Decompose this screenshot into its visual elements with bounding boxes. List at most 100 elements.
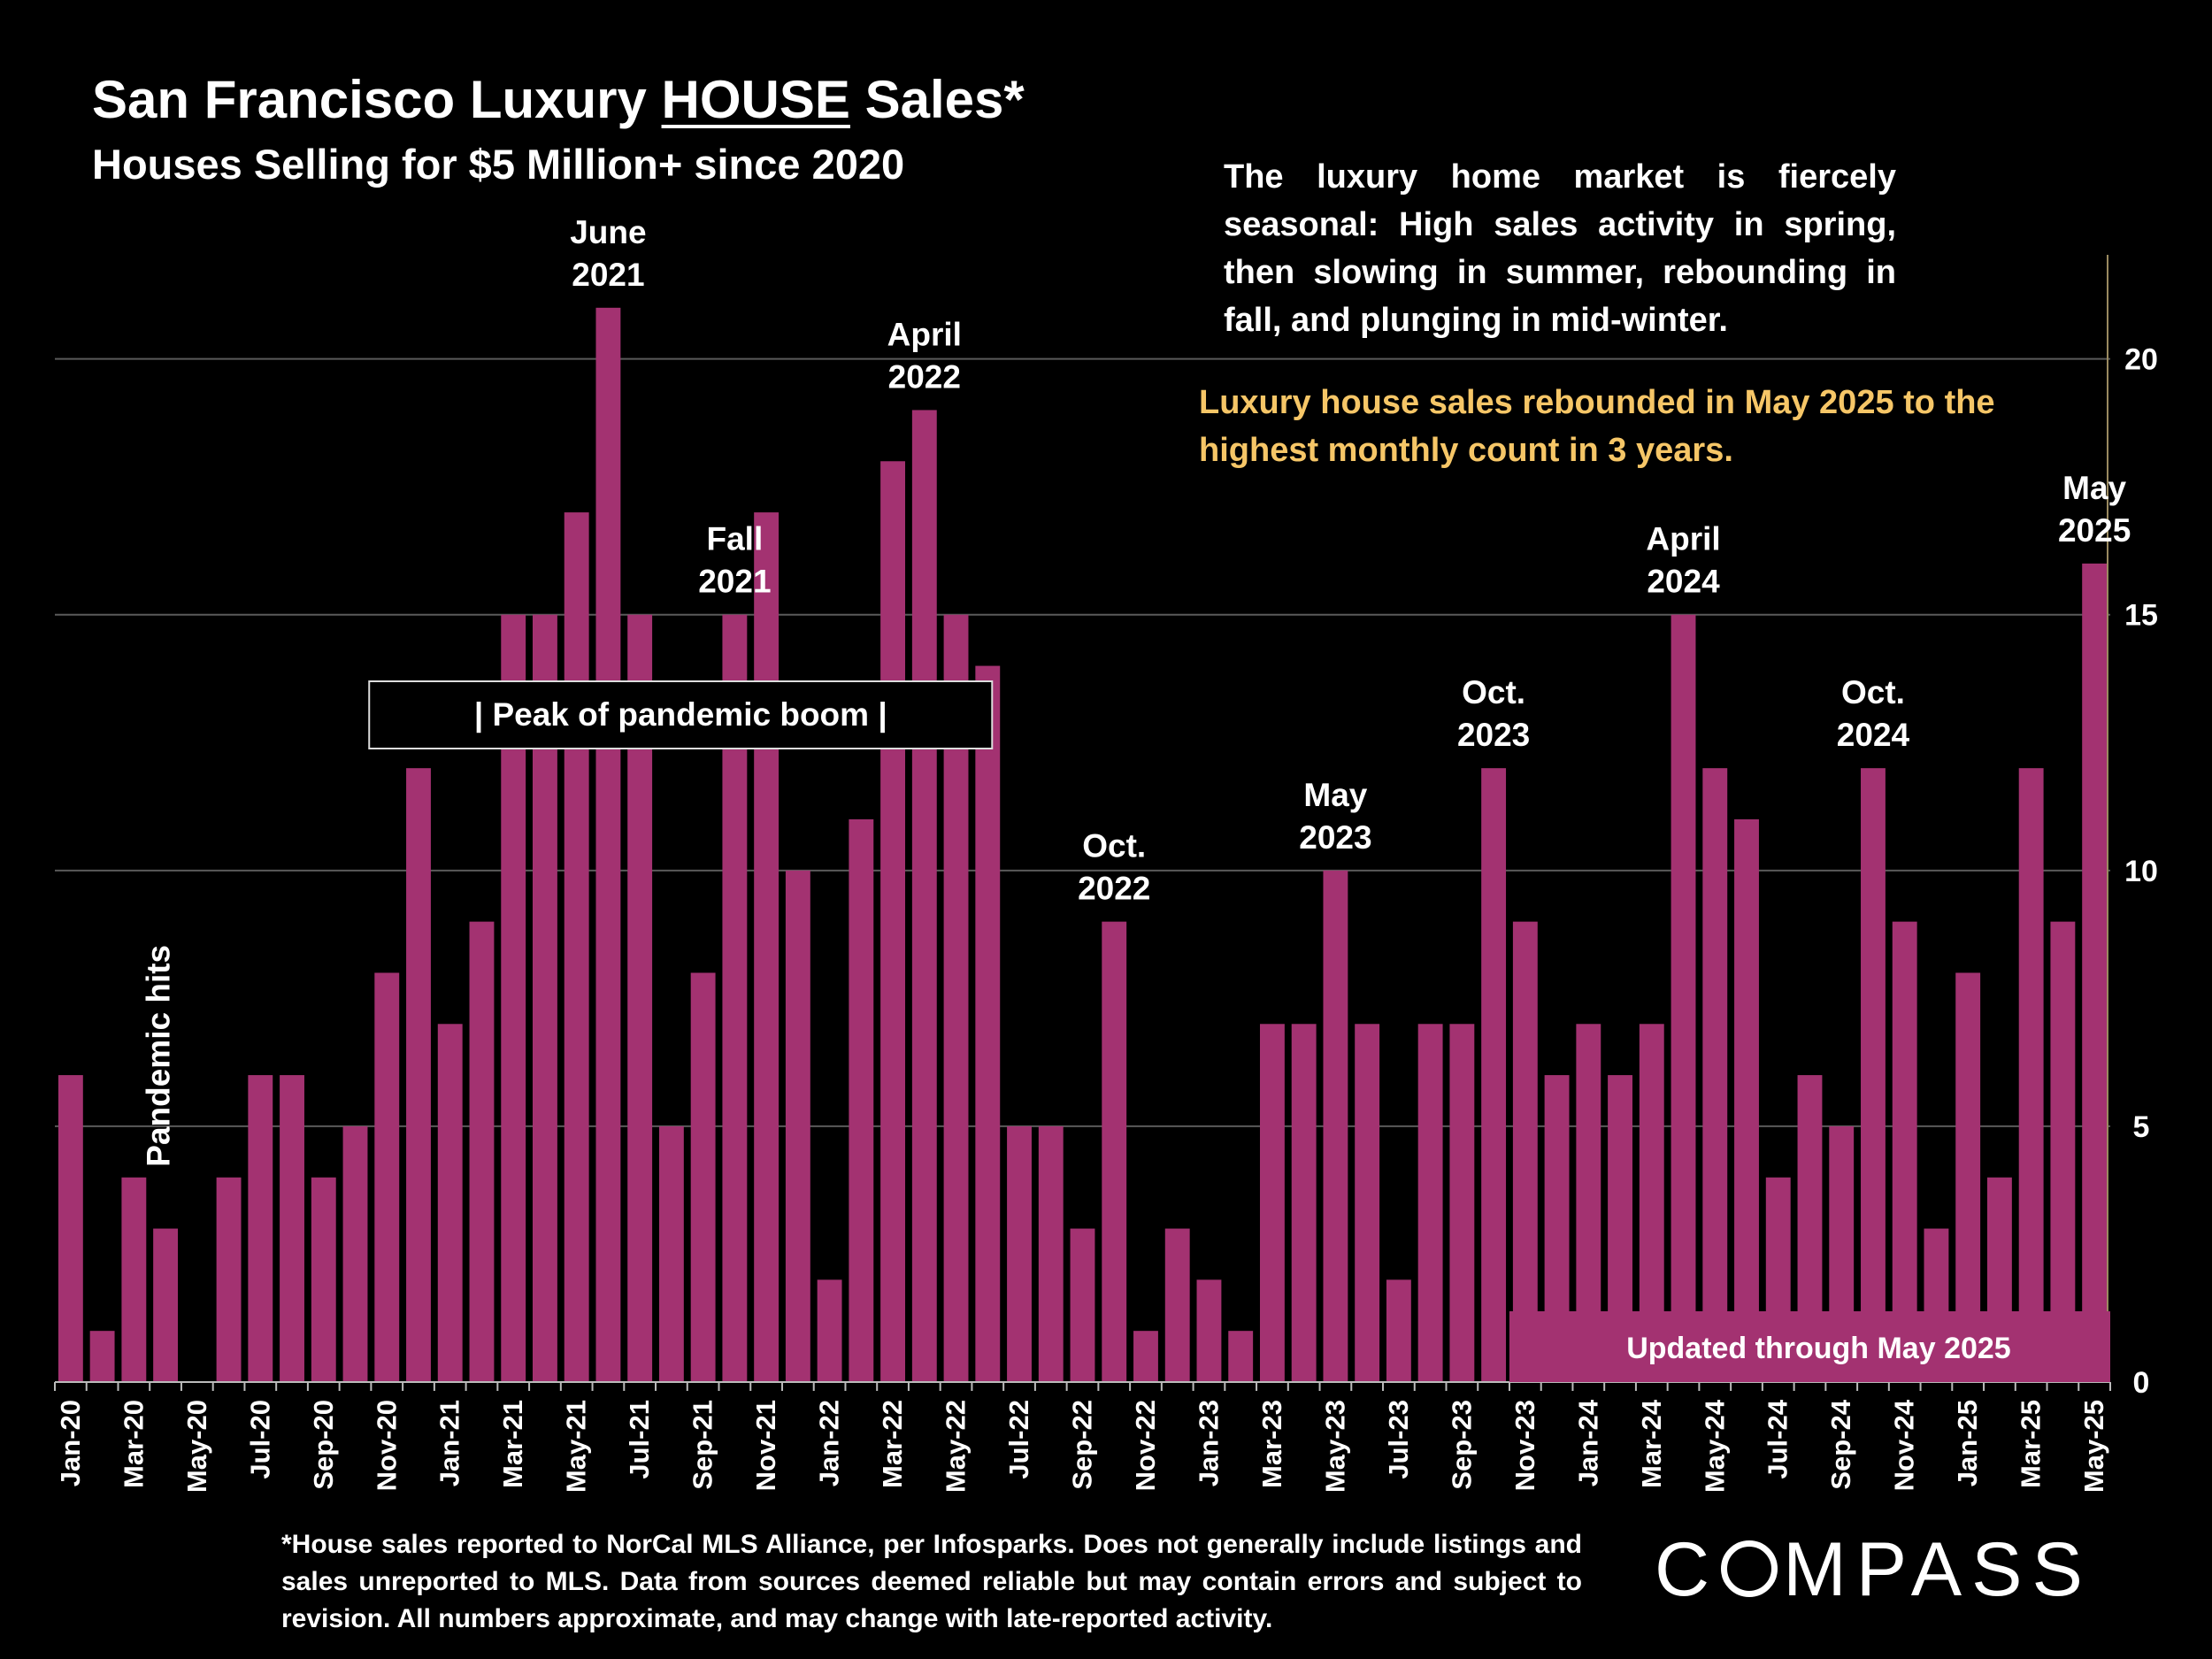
- x-tick-label: Mar-22: [877, 1400, 908, 1488]
- commentary-text: The luxury home market is fiercely seaso…: [1224, 158, 1896, 339]
- x-tick-label: Nov-21: [750, 1400, 781, 1491]
- x-tick-label: May-20: [181, 1400, 212, 1493]
- bar-Jan-22: [817, 1279, 842, 1382]
- bar-Sep-22: [1070, 1228, 1095, 1382]
- x-tick-label: May-23: [1319, 1400, 1350, 1493]
- x-tick-label: Jan-23: [1193, 1400, 1224, 1486]
- bar-Jun-23: [1355, 1024, 1380, 1382]
- bar-Mar-22: [880, 461, 906, 1382]
- y-tick-label: 10: [2124, 855, 2158, 888]
- x-tick-label: Jan-22: [814, 1400, 845, 1486]
- bar-Feb-20: [89, 1331, 115, 1382]
- bar-Oct-20: [342, 1125, 368, 1382]
- x-tick-label: Mar-20: [118, 1400, 149, 1488]
- bar-May-24: [1702, 768, 1728, 1382]
- x-tick-label: Sep-20: [308, 1400, 339, 1490]
- logo-text-start: C: [1655, 1527, 1720, 1612]
- x-tick-label: Sep-23: [1446, 1400, 1477, 1490]
- x-tick-label: Jan-24: [1572, 1399, 1603, 1486]
- annotation-June-2021: June 2021: [570, 214, 646, 293]
- title-emphasis: HOUSE: [661, 70, 850, 129]
- x-tick-label: May-22: [941, 1400, 972, 1493]
- bar-Mar-25: [2018, 768, 2044, 1382]
- highlight-text: Luxury house sales rebounded in May 2025…: [1199, 384, 1995, 469]
- bar-Aug-23: [1417, 1024, 1443, 1382]
- x-tick-label: Jul-22: [1003, 1400, 1034, 1479]
- bar-Jun-21: [595, 307, 621, 1383]
- peak-box: [368, 680, 994, 749]
- bar-Oct-24: [1861, 768, 1886, 1382]
- x-tick-label: Jul-23: [1383, 1400, 1414, 1479]
- pandemic-hits-label: Pandemic hits: [140, 945, 176, 1167]
- updated-banner: [1509, 1311, 2110, 1382]
- bar-Apr-24: [1671, 614, 1696, 1382]
- x-tick-label: Nov-23: [1509, 1400, 1540, 1491]
- bar-Aug-21: [658, 1125, 684, 1382]
- bar-Jun-24: [1734, 819, 1759, 1382]
- bar-Oct-23: [1481, 768, 1507, 1382]
- bar-Feb-22: [849, 819, 874, 1382]
- bar-Jul-20: [248, 1075, 273, 1382]
- bar-May-25: [2082, 563, 2108, 1382]
- x-tick-label: Mar-25: [2016, 1400, 2047, 1488]
- axes: 0 5 10 15 20 Jan-20 Mar-20 May-20 Jul-20 Sep-20 No…: [54, 255, 2158, 1493]
- annotation-May-2025: May 2025: [2058, 470, 2131, 549]
- title-suffix: Sales*: [849, 70, 1025, 129]
- x-tick-label: Nov-20: [371, 1400, 402, 1491]
- logo-o-circle-icon: [1721, 1540, 1778, 1597]
- annotations: June 2021 Fall 2021 April 2022 Oct. 2022 May 2023…: [140, 214, 2131, 1382]
- annotation-April-2024: April 2024: [1646, 521, 1720, 600]
- x-tick-label: Jul-21: [624, 1400, 655, 1479]
- bar-Nov-20: [374, 972, 400, 1382]
- y-tick-label: 0: [2133, 1366, 2150, 1400]
- bar-Nov-23: [1512, 921, 1538, 1382]
- annotation-Oct.-2024: Oct. 2024: [1837, 674, 1910, 753]
- annotation-May-2023: May 2023: [1299, 777, 1371, 856]
- x-tick-label: Jul-24: [1763, 1399, 1793, 1479]
- x-tick-label: Mar-21: [497, 1400, 528, 1488]
- compass-logo: C MPASS: [1655, 1526, 2093, 1614]
- bar-Apr-20: [153, 1228, 179, 1382]
- bar-Oct-22: [1102, 921, 1127, 1382]
- x-tick-label: Sep-24: [1825, 1399, 1856, 1489]
- bar-Jul-23: [1386, 1279, 1411, 1382]
- x-tick-label: Jan-25: [1952, 1400, 1983, 1486]
- x-tick-label: Jul-20: [244, 1400, 275, 1479]
- bar-Apr-22: [911, 410, 937, 1382]
- x-tick-label: Sep-21: [687, 1400, 718, 1490]
- bar-Sep-21: [690, 972, 716, 1382]
- bar-Mar-23: [1259, 1024, 1285, 1382]
- x-tick-label: May-25: [2078, 1400, 2109, 1493]
- bar-Sep-23: [1449, 1024, 1475, 1382]
- bar-Feb-21: [469, 921, 495, 1382]
- x-tick-label: Jan-20: [55, 1400, 86, 1486]
- x-tick-label: Nov-22: [1130, 1400, 1161, 1491]
- logo-text-end: MPASS: [1783, 1527, 2093, 1612]
- bar-Mar-20: [121, 1177, 147, 1382]
- x-tick-label: Sep-22: [1067, 1400, 1098, 1490]
- chart-title: San Francisco Luxury HOUSE Sales*: [92, 69, 1025, 130]
- chart-subtitle: Houses Selling for $5 Million+ since 202…: [92, 141, 905, 188]
- bar-Dec-20: [406, 768, 431, 1382]
- annotation-Oct.-2023: Oct. 2023: [1457, 674, 1530, 753]
- title-prefix: San Francisco Luxury: [92, 70, 662, 129]
- x-tick-label: Jan-21: [434, 1400, 465, 1486]
- bar-Nov-24: [1892, 921, 1917, 1382]
- peak-label: | Peak of pandemic boom |: [474, 696, 887, 733]
- annotation-Oct.-2022: Oct. 2022: [1078, 828, 1150, 907]
- y-tick-label: 5: [2133, 1110, 2150, 1144]
- bar-Aug-22: [1038, 1125, 1064, 1382]
- bar-Jun-20: [216, 1177, 242, 1382]
- bar-Jan-23: [1196, 1279, 1222, 1382]
- footnote: *House sales reported to NorCal MLS Alli…: [281, 1530, 1582, 1633]
- y-tick-label: 20: [2124, 343, 2158, 377]
- updated-label: Updated through May 2025: [1626, 1332, 2011, 1365]
- bar-Nov-21: [754, 512, 780, 1382]
- bar-Apr-25: [2050, 921, 2076, 1382]
- bar-Nov-22: [1133, 1331, 1158, 1382]
- x-tick-label: Nov-24: [1889, 1399, 1920, 1491]
- bar-Jan-20: [58, 1075, 83, 1382]
- x-tick-label: May-24: [1699, 1399, 1730, 1493]
- annotation-April-2022: April 2022: [887, 316, 962, 395]
